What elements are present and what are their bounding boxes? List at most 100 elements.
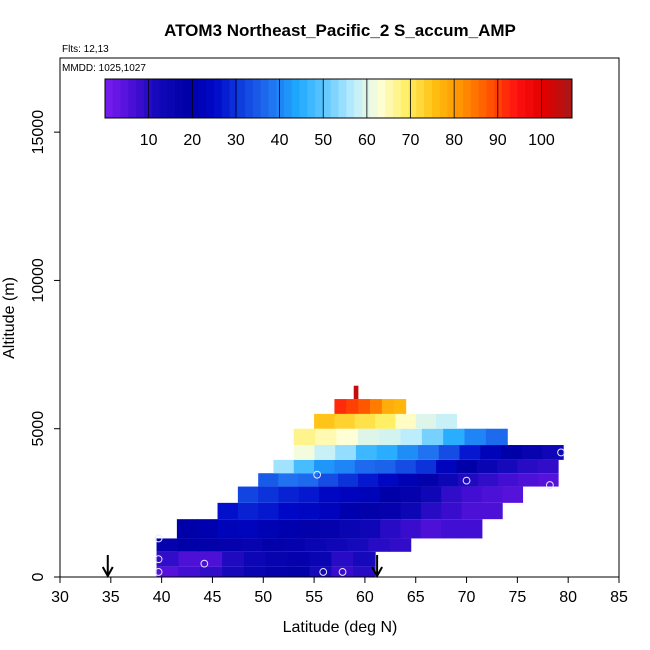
- heatmap-cell: [537, 459, 559, 474]
- heatmap-cell: [478, 473, 499, 487]
- heatmap-cell: [518, 473, 539, 487]
- x-tick-label: 65: [407, 589, 425, 606]
- axes: 30 35 40 45 50 55 60 65 70 75 80 85 0 5000 10000 15000: [30, 110, 628, 606]
- heatmap-cell: [480, 445, 502, 460]
- heatmap-cell: [415, 459, 437, 474]
- heatmap-cell: [376, 445, 398, 460]
- heatmap-cell: [331, 551, 354, 567]
- x-tick-label: 70: [458, 589, 476, 606]
- heatmap-cell: [395, 459, 417, 474]
- colorbar-segment: [392, 79, 402, 118]
- data-point: [154, 555, 163, 564]
- heatmap-cell: [298, 486, 320, 503]
- heatmap-cell: [293, 428, 316, 446]
- colorbar-segment: [330, 79, 339, 118]
- heatmap-cell: [200, 551, 223, 567]
- colorbar-segment: [369, 79, 378, 118]
- heatmap-cell: [521, 445, 543, 460]
- heatmap-cell: [298, 519, 320, 539]
- heatmap-cell: [375, 413, 396, 429]
- colorbar-segment: [128, 79, 137, 118]
- heatmap-cell: [178, 566, 201, 577]
- colorbar-segment: [198, 79, 207, 118]
- colorbar-segment: [276, 79, 285, 118]
- heatmap-cell: [243, 551, 267, 567]
- colorbar-segment: [120, 79, 129, 118]
- heatmap-cell: [319, 486, 341, 503]
- heatmap-cell: [278, 486, 300, 503]
- heatmap-cell: [258, 473, 279, 487]
- heatmap-cell: [380, 486, 402, 503]
- colorbar-segment: [517, 79, 526, 118]
- heatmap-cell: [178, 551, 201, 567]
- x-tick-label: 35: [102, 589, 120, 606]
- colorbar-segment: [307, 79, 316, 118]
- heatmap-cell: [315, 428, 338, 446]
- heatmap-cell: [309, 551, 332, 567]
- heatmap-cell: [314, 459, 336, 474]
- heatmap-cell: [265, 551, 289, 567]
- colorbar-segment: [447, 79, 456, 118]
- heatmap-cell: [398, 473, 419, 487]
- heatmap-cell: [397, 445, 419, 460]
- colorbar-segment: [354, 79, 363, 118]
- heatmap-cell: [346, 399, 359, 414]
- heatmap-cell: [258, 486, 280, 503]
- heatmap-cell: [441, 519, 463, 539]
- heatmap-cell: [287, 566, 311, 577]
- latitude-arrows: [101, 555, 383, 579]
- colorbar-segment: [385, 79, 394, 118]
- colorbar-segment: [175, 79, 184, 118]
- heatmap-cells: [156, 385, 564, 577]
- heatmap-cell: [436, 413, 457, 429]
- colorbar-segment: [533, 79, 542, 118]
- heatmap-cell: [334, 399, 347, 414]
- plot-frame: [59, 57, 620, 578]
- heatmap-cell: [379, 428, 402, 446]
- heatmap-cell: [217, 502, 239, 520]
- data-point: [338, 568, 347, 576]
- heatmap-cell: [354, 413, 376, 429]
- heatmap-cell: [497, 459, 518, 474]
- heatmap-cell: [222, 551, 245, 567]
- heatmap-cell: [156, 551, 179, 567]
- heatmap-cell: [176, 519, 198, 539]
- colorbar-segment: [540, 79, 550, 118]
- colorbar-segment: [112, 79, 122, 118]
- colorbar-segment: [548, 79, 557, 118]
- colorbar-segment: [105, 79, 114, 118]
- heatmap-cell: [287, 551, 311, 567]
- heatmap-cell: [368, 538, 391, 552]
- colorbar-segment: [408, 79, 417, 118]
- heatmap-cell: [400, 502, 422, 520]
- heatmap-cell: [283, 538, 306, 552]
- x-tick-label: 60: [356, 589, 374, 606]
- heatmap-cell: [353, 551, 376, 567]
- colorbar-tick-label: 70: [402, 132, 420, 149]
- x-tick-label: 30: [51, 589, 69, 606]
- heatmap-cell: [293, 459, 315, 474]
- heatmap-cell: [441, 502, 463, 520]
- heatmap-cell: [418, 445, 440, 460]
- heatmap-cell: [339, 486, 361, 503]
- heatmap-cell: [241, 538, 264, 552]
- heatmap-cell: [395, 413, 417, 429]
- heatmap-cell: [517, 459, 539, 474]
- heatmap-cell: [502, 486, 524, 503]
- heatmap-cell: [436, 459, 457, 474]
- heatmap-cell: [381, 399, 395, 414]
- colorbar-segment: [416, 79, 425, 118]
- colorbar-segment: [229, 79, 238, 118]
- data-point: [557, 448, 565, 457]
- heatmap-cell: [177, 538, 200, 552]
- heatmap-cell: [237, 486, 259, 503]
- heatmap-cell: [278, 519, 300, 539]
- colorbar-segment: [182, 79, 192, 118]
- colorbar-segment: [463, 79, 472, 118]
- colorbar-segment: [424, 79, 433, 118]
- heatmap-cell: [319, 519, 341, 539]
- latitude-arrow: [101, 555, 114, 579]
- colorbar-tick-label: 50: [314, 132, 332, 149]
- heatmap-cell: [456, 459, 478, 474]
